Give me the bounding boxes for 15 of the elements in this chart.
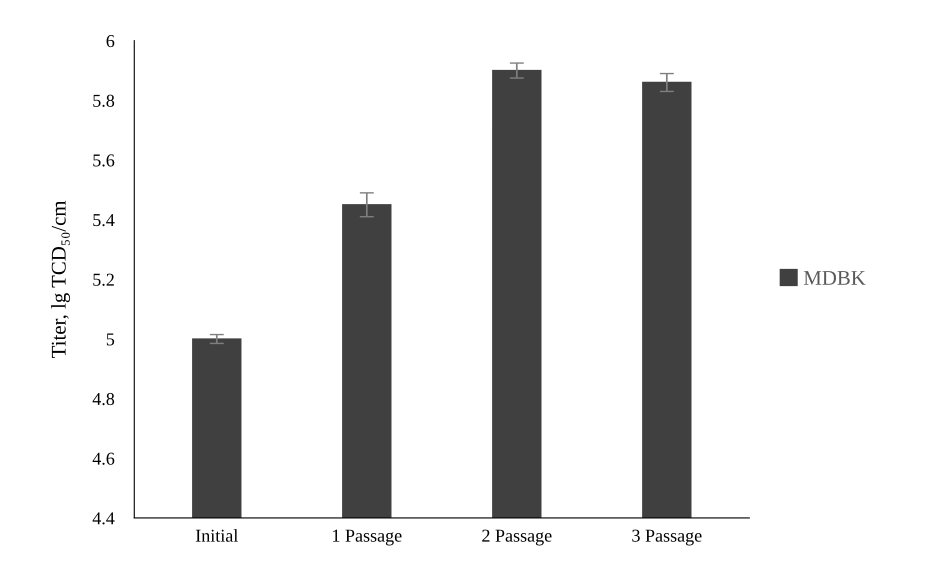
y-tick-label: 6 — [106, 35, 114, 48]
y-tick-label: 5.6 — [93, 154, 114, 167]
x-tick-label: 3 Passage — [632, 530, 702, 546]
y-tick-label: 5.4 — [93, 214, 115, 226]
y-axis-title: Titer, lg TCD₅₀/cm — [51, 200, 70, 358]
y-tick-label: 5 — [106, 333, 114, 346]
x-tick-label: 1 Passage — [333, 530, 402, 546]
x-tick-label: 2 Passage — [482, 530, 552, 546]
y-tick-label: 4.4 — [92, 512, 115, 524]
legend-label: MDBK — [804, 271, 866, 285]
y-tick-label: 5.2 — [93, 274, 114, 286]
x-tick-label: Initial — [196, 529, 238, 542]
y-tick-label: 4.8 — [92, 392, 114, 406]
y-tick-label: 4.6 — [92, 452, 114, 465]
y-tick-label: 5.8 — [93, 94, 114, 107]
